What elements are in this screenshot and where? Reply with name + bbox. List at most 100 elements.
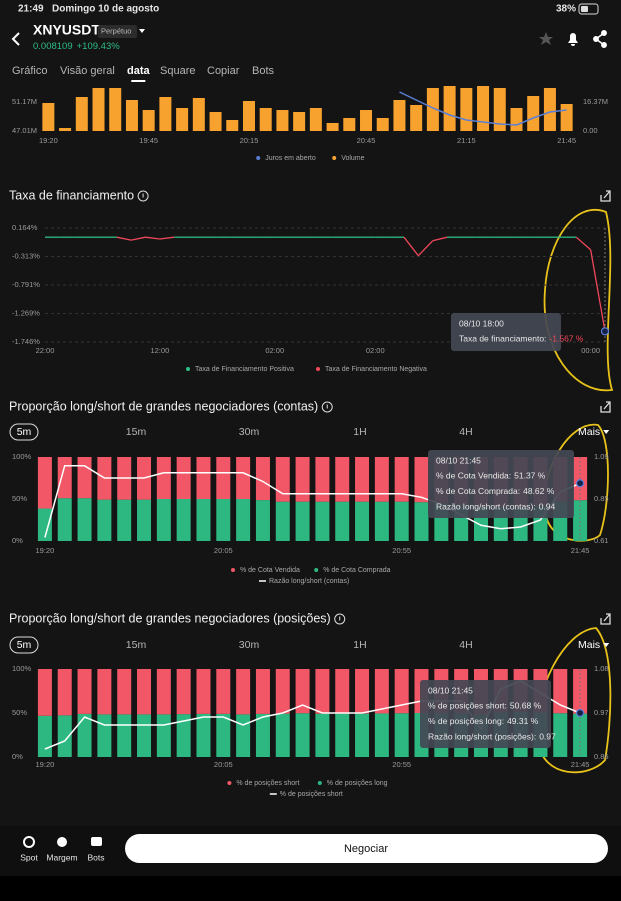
tab-bar: Gráfico Visão geral data Square Copiar Bots [12,65,275,82]
bar [142,110,155,131]
tab[interactable]: Copiar [207,65,240,77]
legend-marker [314,568,319,572]
legend-label[interactable]: % de Cota Vendida [240,567,300,574]
bar [57,457,72,499]
tooltip-label: % de posições long: [428,716,504,726]
x-tick-label: 19:20 [36,760,55,769]
bar [77,498,92,541]
bar [335,501,350,541]
x-tick-label: 20:05 [214,546,233,555]
share-button[interactable] [600,190,611,202]
bar [355,713,370,757]
selected-point [600,327,610,336]
timeframe[interactable]: 15m [126,639,147,651]
x-tick-label: 19:45 [139,136,158,145]
timeframe[interactable]: 5m [17,426,32,438]
bar [275,669,290,714]
back-button[interactable] [11,32,20,46]
nav-spot[interactable]: Spot [20,852,38,862]
alert-icon[interactable] [568,33,578,46]
bar [75,97,88,131]
bar [414,502,429,541]
bar [97,499,112,541]
timeframe[interactable]: 5m [17,639,32,651]
trade-button-label[interactable]: Negociar [344,843,388,855]
price: 0.008109 [33,41,73,52]
tab[interactable]: Bots [252,65,275,77]
legend-label[interactable]: % de posições short [280,791,343,798]
bar [216,457,231,499]
bar [293,111,306,131]
share-icon[interactable] [593,30,607,48]
bar [37,508,52,541]
bar [255,669,270,714]
legend-label[interactable]: Taxa de Financiamento Positiva [195,366,294,373]
x-tick-label: 21:15 [457,136,476,145]
bar [295,713,310,757]
bar [156,457,171,499]
timeframe[interactable]: 15m [126,426,147,438]
y-tick-label: -1.746% [12,337,40,346]
bar [216,669,231,714]
legend-marker [317,781,322,785]
selected-point [575,479,585,488]
change: +109.43% [77,41,121,52]
line-segment [590,249,606,332]
bar [335,713,350,757]
symbol-dropdown[interactable] [139,29,145,33]
charts: 47.01M 51.17M 0.00 16.37M 19:20 19:45 20:15 20:… [9,86,611,798]
info-icon[interactable] [334,613,346,625]
favorite-icon[interactable] [539,32,553,45]
share-button[interactable] [600,613,611,625]
legend-label[interactable]: Taxa de Financiamento Negativa [325,366,427,373]
timeframe[interactable]: 30m [239,639,260,651]
symbol[interactable]: XNYUSDT [33,22,100,38]
timeframe[interactable]: 30m [239,426,260,438]
bar [276,110,289,131]
legend-label[interactable]: Juros em aberto [265,155,316,162]
timeframe[interactable]: 1H [353,426,366,438]
more-timeframes[interactable]: Mais [578,639,600,651]
tab[interactable]: data [127,65,151,77]
battery-fill [581,6,588,12]
bar [236,669,251,715]
bar [156,714,171,757]
tab[interactable]: Gráfico [12,65,47,77]
info-icon[interactable] [137,190,149,202]
bar [355,669,370,714]
nav-margin[interactable]: Margem [46,852,77,862]
legend-label[interactable]: % de posições long [327,780,388,787]
share-button[interactable] [600,401,611,413]
bar [493,88,506,131]
nav-bots[interactable]: Bots [87,852,104,862]
bots-icon[interactable] [91,837,102,846]
timeframe[interactable]: 1H [353,639,366,651]
tab[interactable]: Square [160,65,195,77]
bar [196,669,211,714]
tab[interactable]: Visão geral [60,65,115,77]
trade-button[interactable] [125,834,608,863]
legend-label[interactable]: % de Cota Comprada [323,567,390,574]
bar [117,499,132,541]
margin-icon[interactable] [57,837,67,847]
y2-tick-label: 1.08 [594,664,609,673]
timeframe[interactable]: 4H [459,639,472,651]
timeframe[interactable]: 4H [459,426,472,438]
legend-label[interactable]: % de posições short [236,780,299,787]
line-series [399,91,567,126]
spot-icon[interactable] [23,836,35,848]
legend-label[interactable]: Volume [341,155,364,162]
more-timeframes[interactable]: Mais [578,426,600,438]
line-segment [145,236,160,240]
bar [315,669,330,714]
bar [374,501,389,541]
bar [360,110,373,131]
legend-label[interactable]: Razão long/short (contas) [269,578,349,585]
legend-marker [332,156,337,160]
bar [335,457,350,502]
bar [414,457,429,503]
bar [156,499,171,541]
tooltip-value: -1.567 % [549,334,583,344]
info-icon[interactable] [321,401,333,413]
